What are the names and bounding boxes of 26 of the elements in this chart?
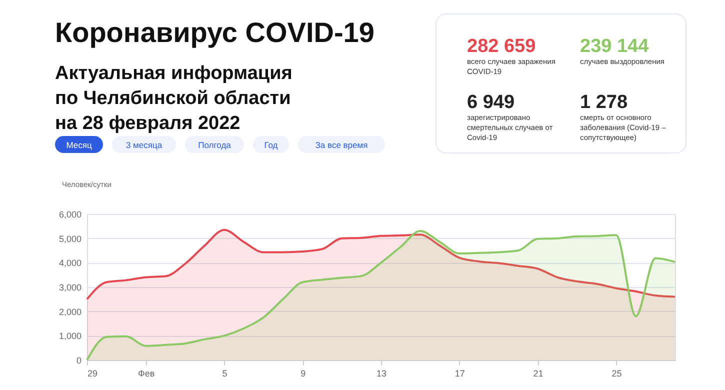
- text: 239 144: [580, 36, 650, 57]
- text: Месяц: [66, 140, 92, 150]
- text: 282 659: [467, 36, 536, 57]
- x-tick-label: 13: [376, 368, 387, 378]
- text: 1 278: [580, 92, 628, 113]
- x-tick-label: 21: [533, 368, 544, 378]
- y-tick-label: 3,000: [58, 282, 82, 292]
- y-tick-label: 5,000: [58, 234, 82, 244]
- text: За все время: [315, 140, 368, 150]
- text: 6 949: [467, 92, 515, 113]
- y-tick-label: 1,000: [58, 331, 82, 342]
- text: Год: [264, 140, 278, 150]
- chart-subtitle: Актуальная информация по Челябинской области на 28 февраля 2022: [55, 63, 292, 134]
- x-tick-label: Фев: [138, 368, 155, 378]
- x-tick-label: 29: [88, 368, 98, 378]
- x-tick-label: 5: [222, 368, 228, 378]
- chart-title: Коронавирус COVID-19: [55, 17, 374, 48]
- text: Полгода: [198, 140, 232, 150]
- y-tick-label: 4,000: [58, 258, 82, 268]
- x-tick-label: 17: [454, 368, 465, 378]
- x-tick-label: 25: [612, 368, 622, 378]
- y-tick-label: 2,000: [58, 306, 82, 317]
- y-tick-label: 0: [76, 356, 82, 366]
- text: 3 месяца: [126, 140, 162, 150]
- y-tick-label: 6,000: [58, 210, 82, 220]
- x-tick-label: 9: [300, 368, 306, 378]
